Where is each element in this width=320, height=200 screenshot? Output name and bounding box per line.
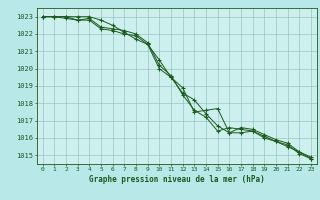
X-axis label: Graphe pression niveau de la mer (hPa): Graphe pression niveau de la mer (hPa) <box>89 175 265 184</box>
